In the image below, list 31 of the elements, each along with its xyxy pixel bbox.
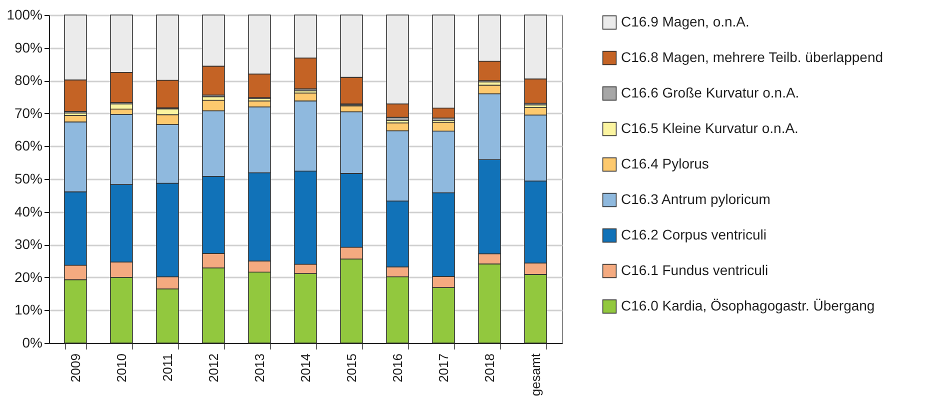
legend-label: C16.4 Pylorus <box>621 156 709 172</box>
x-tick-label: 2012 <box>206 354 221 382</box>
x-tick-label: 2011 <box>160 354 175 382</box>
x-tick-label: 2016 <box>390 354 406 382</box>
y-tick-label: 0% <box>22 334 42 350</box>
y-tick-label: 40% <box>14 203 42 220</box>
legend-label: C16.6 Große Kurvatur o.n.A. <box>621 84 800 100</box>
x-tick-label: 2009 <box>68 354 83 382</box>
x-tick-label: 2017 <box>436 354 452 382</box>
x-tick-label: 2018 <box>482 354 498 382</box>
y-tick-label: 100% <box>6 6 42 22</box>
y-tick-label: 60% <box>14 138 42 154</box>
y-tick-label: 10% <box>14 302 42 318</box>
y-tick-label: 70% <box>14 104 42 121</box>
legend-label: C16.9 Magen, o.n.A. <box>621 14 750 30</box>
y-tick-label: 80% <box>14 72 42 88</box>
x-tick-label: 2015 <box>344 354 360 382</box>
legend-label: C16.3 Antrum pyloricum <box>621 191 770 207</box>
x-tick-label: 2013 <box>252 354 267 382</box>
x-tick-label: gesamt <box>528 353 544 396</box>
legend-label: C16.0 Kardia, Ösophagogastr. Übergang <box>621 298 875 314</box>
x-tick-label: 2014 <box>298 354 313 382</box>
legend-label: C16.2 Corpus ventriculi <box>621 226 767 242</box>
y-tick-label: 50% <box>14 170 42 186</box>
x-tick-label: 2010 <box>114 354 129 382</box>
y-tick-label: 30% <box>14 236 42 252</box>
y-tick-label: 20% <box>14 268 42 285</box>
legend-label: C16.5 Kleine Kurvatur o.n.A. <box>621 120 798 136</box>
legend-label: C16.8 Magen, mehrere Teilb. überlappend <box>621 49 884 65</box>
y-tick-label: 90% <box>14 39 42 56</box>
legend-label: C16.1 Fundus ventriculi <box>621 262 768 278</box>
